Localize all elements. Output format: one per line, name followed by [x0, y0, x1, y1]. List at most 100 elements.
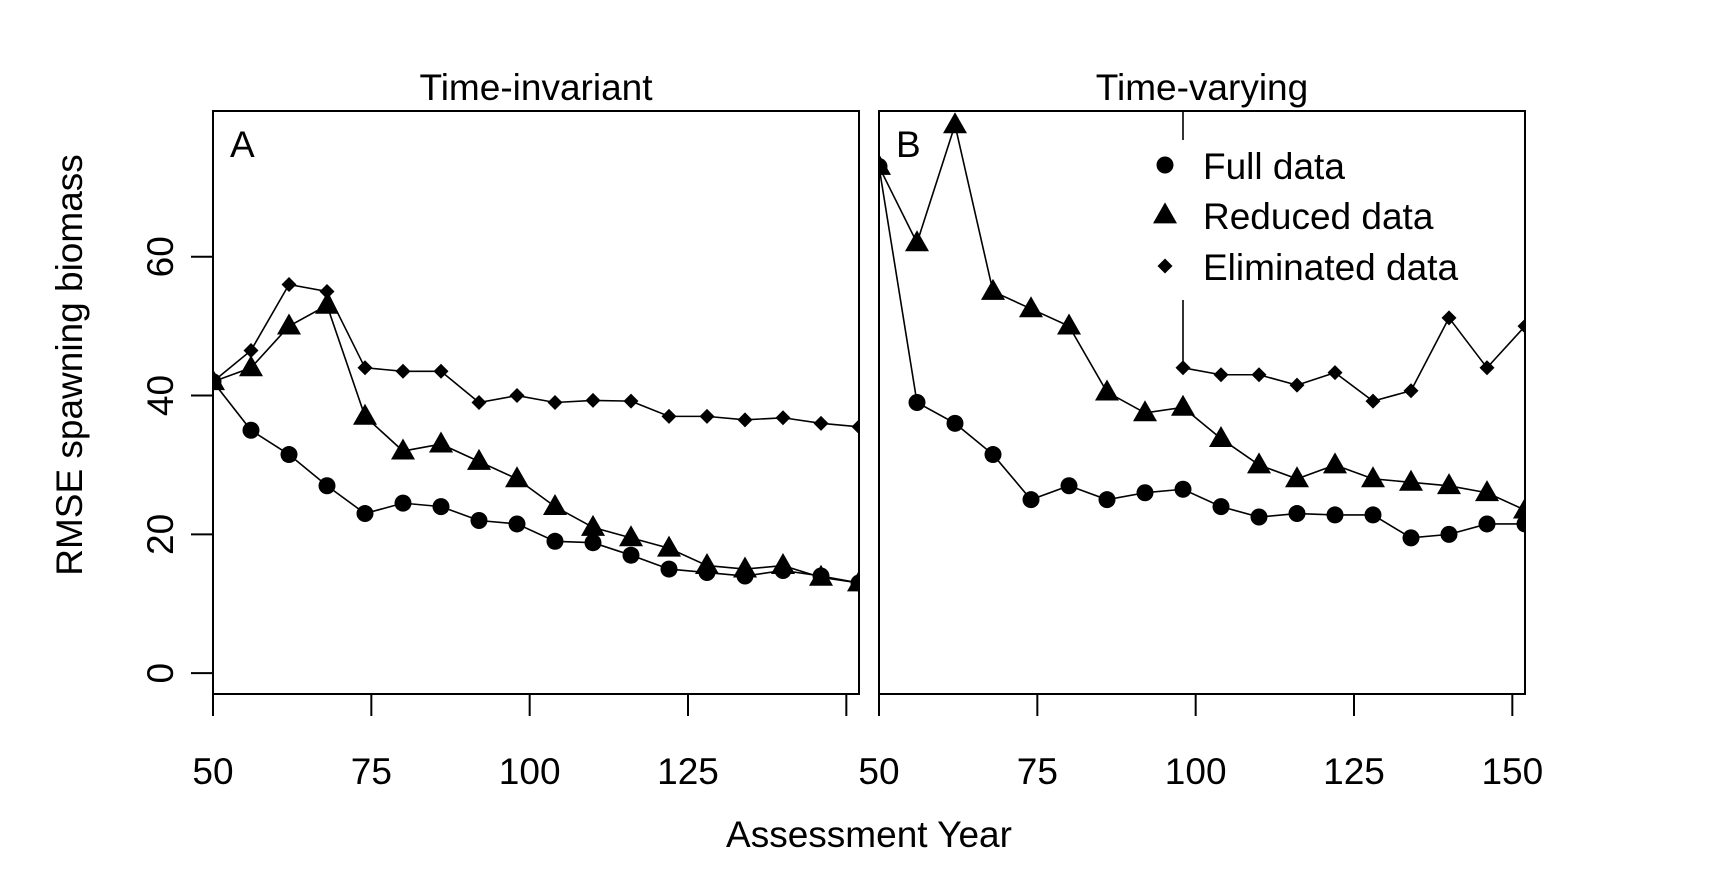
point-circle: [1402, 529, 1420, 547]
point-diamond: [281, 277, 297, 293]
legend-marker-diamond: [1157, 258, 1173, 274]
point-diamond: [1479, 360, 1495, 376]
panel-b-x-axis: 50 75 100 125 150: [858, 693, 1543, 792]
point-triangle: [1323, 452, 1347, 474]
point-triangle: [657, 535, 681, 557]
point-triangle: [1019, 296, 1043, 318]
point-diamond: [1327, 365, 1343, 381]
point-triangle: [905, 230, 929, 252]
point-diamond: [395, 363, 411, 379]
point-circle: [1098, 491, 1116, 509]
point-diamond: [661, 408, 677, 424]
point-triangle: [1057, 313, 1081, 335]
panel-a: Time-invariant A 50 75 100 125: [192, 67, 860, 792]
series-line-circle: [213, 381, 859, 584]
point-circle: [1250, 508, 1268, 526]
point-triangle: [1209, 425, 1233, 447]
point-circle: [1326, 506, 1344, 524]
series-line-diamond: [213, 283, 859, 428]
y-axis-title: RMSE spawning biomass: [49, 154, 90, 576]
point-circle: [1516, 515, 1525, 533]
panel-b-title: Time-varying: [1096, 67, 1308, 108]
panel-a-letter: A: [230, 124, 255, 165]
x-axis-title: Assessment Year: [726, 814, 1012, 855]
x-tick-label: 100: [499, 751, 561, 792]
point-triangle: [277, 313, 301, 335]
x-tick-label: 50: [192, 751, 233, 792]
point-circle: [946, 414, 964, 432]
point-diamond: [1517, 318, 1525, 334]
point-triangle: [1133, 400, 1157, 422]
point-triangle: [353, 403, 377, 425]
legend-background: [1140, 140, 1520, 300]
point-circle: [1022, 491, 1040, 509]
point-triangle: [1361, 466, 1385, 488]
point-circle: [508, 515, 526, 533]
x-tick-label: 125: [657, 751, 719, 792]
x-tick-label: 75: [1017, 751, 1058, 792]
point-circle: [432, 498, 450, 516]
point-circle: [1212, 498, 1230, 516]
point-triangle: [581, 514, 605, 536]
point-diamond: [243, 342, 259, 358]
panel-b-series: [879, 111, 1525, 547]
point-triangle: [619, 525, 643, 547]
series-line-triangle: [213, 304, 859, 584]
point-triangle: [1285, 466, 1309, 488]
point-triangle: [391, 438, 415, 460]
x-tick-label: 150: [1481, 751, 1543, 792]
point-circle: [1174, 480, 1192, 498]
point-diamond: [775, 410, 791, 426]
point-circle: [1440, 525, 1458, 543]
legend-label: Full data: [1203, 146, 1345, 187]
point-triangle: [1513, 497, 1525, 519]
legend: Full data Reduced data Eliminated data: [1140, 140, 1520, 300]
point-circle: [356, 505, 374, 523]
point-triangle: [879, 153, 891, 175]
point-diamond: [813, 415, 829, 431]
point-circle: [984, 446, 1002, 464]
legend-marker-triangle: [1153, 202, 1177, 224]
point-circle: [470, 511, 488, 529]
point-triangle: [1171, 394, 1195, 416]
point-diamond: [1213, 367, 1229, 383]
panel-b-letter: B: [896, 124, 921, 165]
y-axis: 0 20 40 60: [140, 236, 214, 683]
y-tick-label: 60: [140, 236, 181, 277]
point-triangle: [1475, 480, 1499, 502]
point-triangle: [505, 466, 529, 488]
point-circle: [318, 477, 336, 495]
point-diamond: [319, 283, 335, 299]
point-triangle: [943, 112, 967, 134]
point-triangle: [239, 355, 263, 377]
point-circle: [660, 560, 678, 578]
panel-a-frame: [212, 110, 860, 695]
point-circle: [546, 532, 564, 550]
point-diamond: [1289, 377, 1305, 393]
point-diamond: [357, 360, 373, 376]
panel-a-title: Time-invariant: [419, 67, 653, 108]
point-diamond: [471, 395, 487, 410]
point-circle: [394, 494, 412, 512]
panel-b: Time-varying B 50 75 100 125 150 Full data Re…: [858, 67, 1543, 792]
point-triangle: [1247, 452, 1271, 474]
point-triangle: [695, 553, 719, 575]
point-diamond: [623, 393, 639, 409]
point-circle: [1478, 515, 1496, 533]
point-circle: [584, 534, 602, 552]
point-triangle: [467, 448, 491, 470]
point-triangle: [1095, 379, 1119, 401]
point-circle: [1364, 506, 1382, 524]
x-tick-label: 125: [1323, 751, 1385, 792]
point-triangle: [315, 292, 339, 314]
point-circle: [622, 546, 640, 564]
legend-label: Eliminated data: [1203, 247, 1458, 288]
point-diamond: [1403, 383, 1419, 399]
point-diamond: [213, 374, 221, 390]
point-triangle: [981, 278, 1005, 300]
point-triangle: [809, 564, 833, 586]
panel-a-x-axis: 50 75 100 125: [192, 693, 848, 792]
panel-a-series: [213, 277, 859, 592]
point-triangle: [543, 494, 567, 516]
